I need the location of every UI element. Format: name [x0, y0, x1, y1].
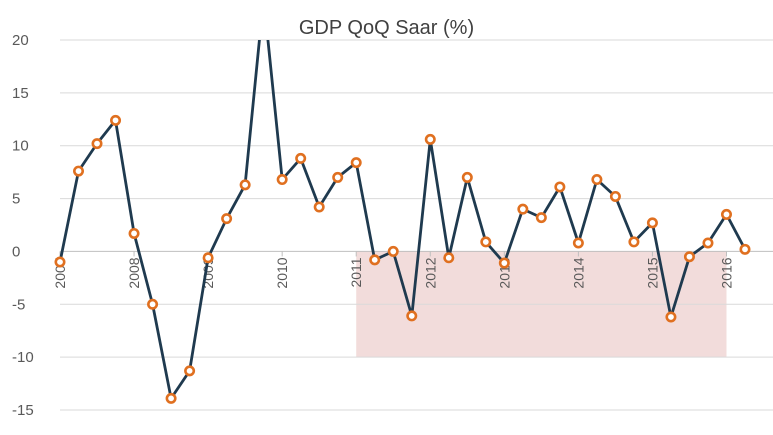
data-point — [387, 245, 399, 257]
data-point — [720, 208, 732, 220]
data-point — [128, 227, 140, 239]
data-point — [591, 174, 603, 186]
data-point — [739, 243, 751, 255]
y-tick-label: -10 — [12, 349, 34, 366]
data-point — [276, 174, 288, 186]
data-point — [91, 138, 103, 150]
x-tick-label: 2014 — [570, 257, 586, 288]
data-point — [498, 257, 510, 269]
y-tick-label: 10 — [12, 138, 29, 155]
y-tick-label: 0 — [12, 243, 20, 260]
data-point — [628, 236, 640, 248]
x-tick-label: 2010 — [274, 257, 290, 288]
data-point — [683, 251, 695, 263]
data-point — [313, 201, 325, 213]
series-line — [58, 40, 747, 400]
chart-title: GDP QoQ Saar (%) — [299, 17, 474, 39]
y-tick-label: -5 — [12, 296, 25, 313]
data-point — [443, 252, 455, 264]
data-point — [609, 190, 621, 202]
data-point — [461, 171, 473, 183]
data-point — [332, 171, 344, 183]
data-point — [54, 256, 66, 268]
data-point — [517, 203, 529, 215]
y-tick-label: 20 — [12, 32, 29, 49]
data-point — [406, 310, 418, 322]
data-point — [554, 181, 566, 193]
data-point — [202, 252, 214, 264]
data-point — [184, 365, 196, 377]
data-point — [572, 237, 584, 249]
data-point — [147, 298, 159, 310]
data-point — [369, 254, 381, 266]
y-tick-label: 15 — [12, 85, 29, 102]
data-point — [665, 311, 677, 323]
data-point — [480, 236, 492, 248]
x-tick-label: 2012 — [422, 257, 438, 288]
x-tick-label: 2008 — [126, 257, 142, 288]
y-tick-label: 5 — [12, 191, 20, 208]
data-point — [73, 165, 85, 177]
data-point — [110, 114, 122, 126]
data-point — [350, 157, 362, 169]
data-point — [702, 237, 714, 249]
data-point — [535, 212, 547, 224]
x-tick-label: 2011 — [348, 257, 364, 287]
data-point — [221, 213, 233, 225]
data-point — [424, 133, 436, 145]
data-point — [295, 152, 307, 164]
data-point — [646, 217, 658, 229]
data-point — [165, 392, 177, 404]
x-tick-label: 2015 — [644, 257, 660, 288]
y-tick-label: -15 — [12, 402, 34, 419]
x-tick-label: 2016 — [718, 257, 734, 288]
data-point — [239, 179, 251, 191]
